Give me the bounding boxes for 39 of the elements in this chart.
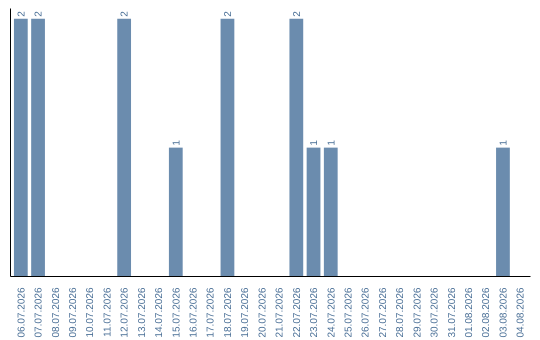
x-tick-label: 14.07.2026 <box>154 287 166 338</box>
x-tick-label: 03.08.2026 <box>498 287 510 338</box>
x-tick-label: 07.07.2026 <box>34 287 45 338</box>
x-tick-label: 18.07.2026 <box>222 287 234 338</box>
x-tick-label: 02.08.2026 <box>481 287 492 338</box>
data-label: 2 <box>292 10 303 17</box>
x-tick-label: 22.07.2026 <box>292 287 303 338</box>
x-tick-label: 08.07.2026 <box>50 287 62 338</box>
x-tick-label: 10.07.2026 <box>85 287 96 338</box>
x-tick-label: 28.07.2026 <box>395 287 406 338</box>
x-tick-label: 21.07.2026 <box>274 287 286 338</box>
x-tick-label: 17.07.2026 <box>206 287 217 338</box>
x-tick-label: 11.07.2026 <box>102 287 114 337</box>
data-label: 1 <box>498 140 510 146</box>
x-tick-label: 20.07.2026 <box>257 287 268 338</box>
x-tick-label: 26.07.2026 <box>360 287 372 338</box>
x-tick-label: 30.07.2026 <box>430 287 441 338</box>
data-label: 1 <box>326 140 338 146</box>
x-tick-label: 12.07.2026 <box>120 287 131 338</box>
data-label: 2 <box>34 10 45 17</box>
x-tick-label: 23.07.2026 <box>309 287 320 338</box>
data-label: 2 <box>16 10 28 17</box>
x-tick-label: 06.07.2026 <box>16 287 28 338</box>
x-tick-label: 13.07.2026 <box>136 287 148 338</box>
x-tick-label: 31.07.2026 <box>446 287 458 338</box>
x-tick-label: 19.07.2026 <box>240 287 252 338</box>
x-tick-label: 27.07.2026 <box>378 287 389 338</box>
x-tick-label: 04.08.2026 <box>516 287 527 338</box>
x-tick-label: 15.07.2026 <box>171 287 182 338</box>
data-label: 1 <box>309 140 320 146</box>
x-tick-label: 29.07.2026 <box>412 287 424 338</box>
x-tick-label: 24.07.2026 <box>326 287 338 338</box>
data-label: 1 <box>171 140 182 146</box>
data-label: 2 <box>222 10 234 17</box>
x-tick-label: 01.08.2026 <box>464 287 476 338</box>
data-label: 2 <box>120 10 131 17</box>
x-tick-label: 25.07.2026 <box>343 287 354 338</box>
x-tick-label: 16.07.2026 <box>188 287 200 338</box>
x-tick-label: 09.07.2026 <box>68 287 79 338</box>
